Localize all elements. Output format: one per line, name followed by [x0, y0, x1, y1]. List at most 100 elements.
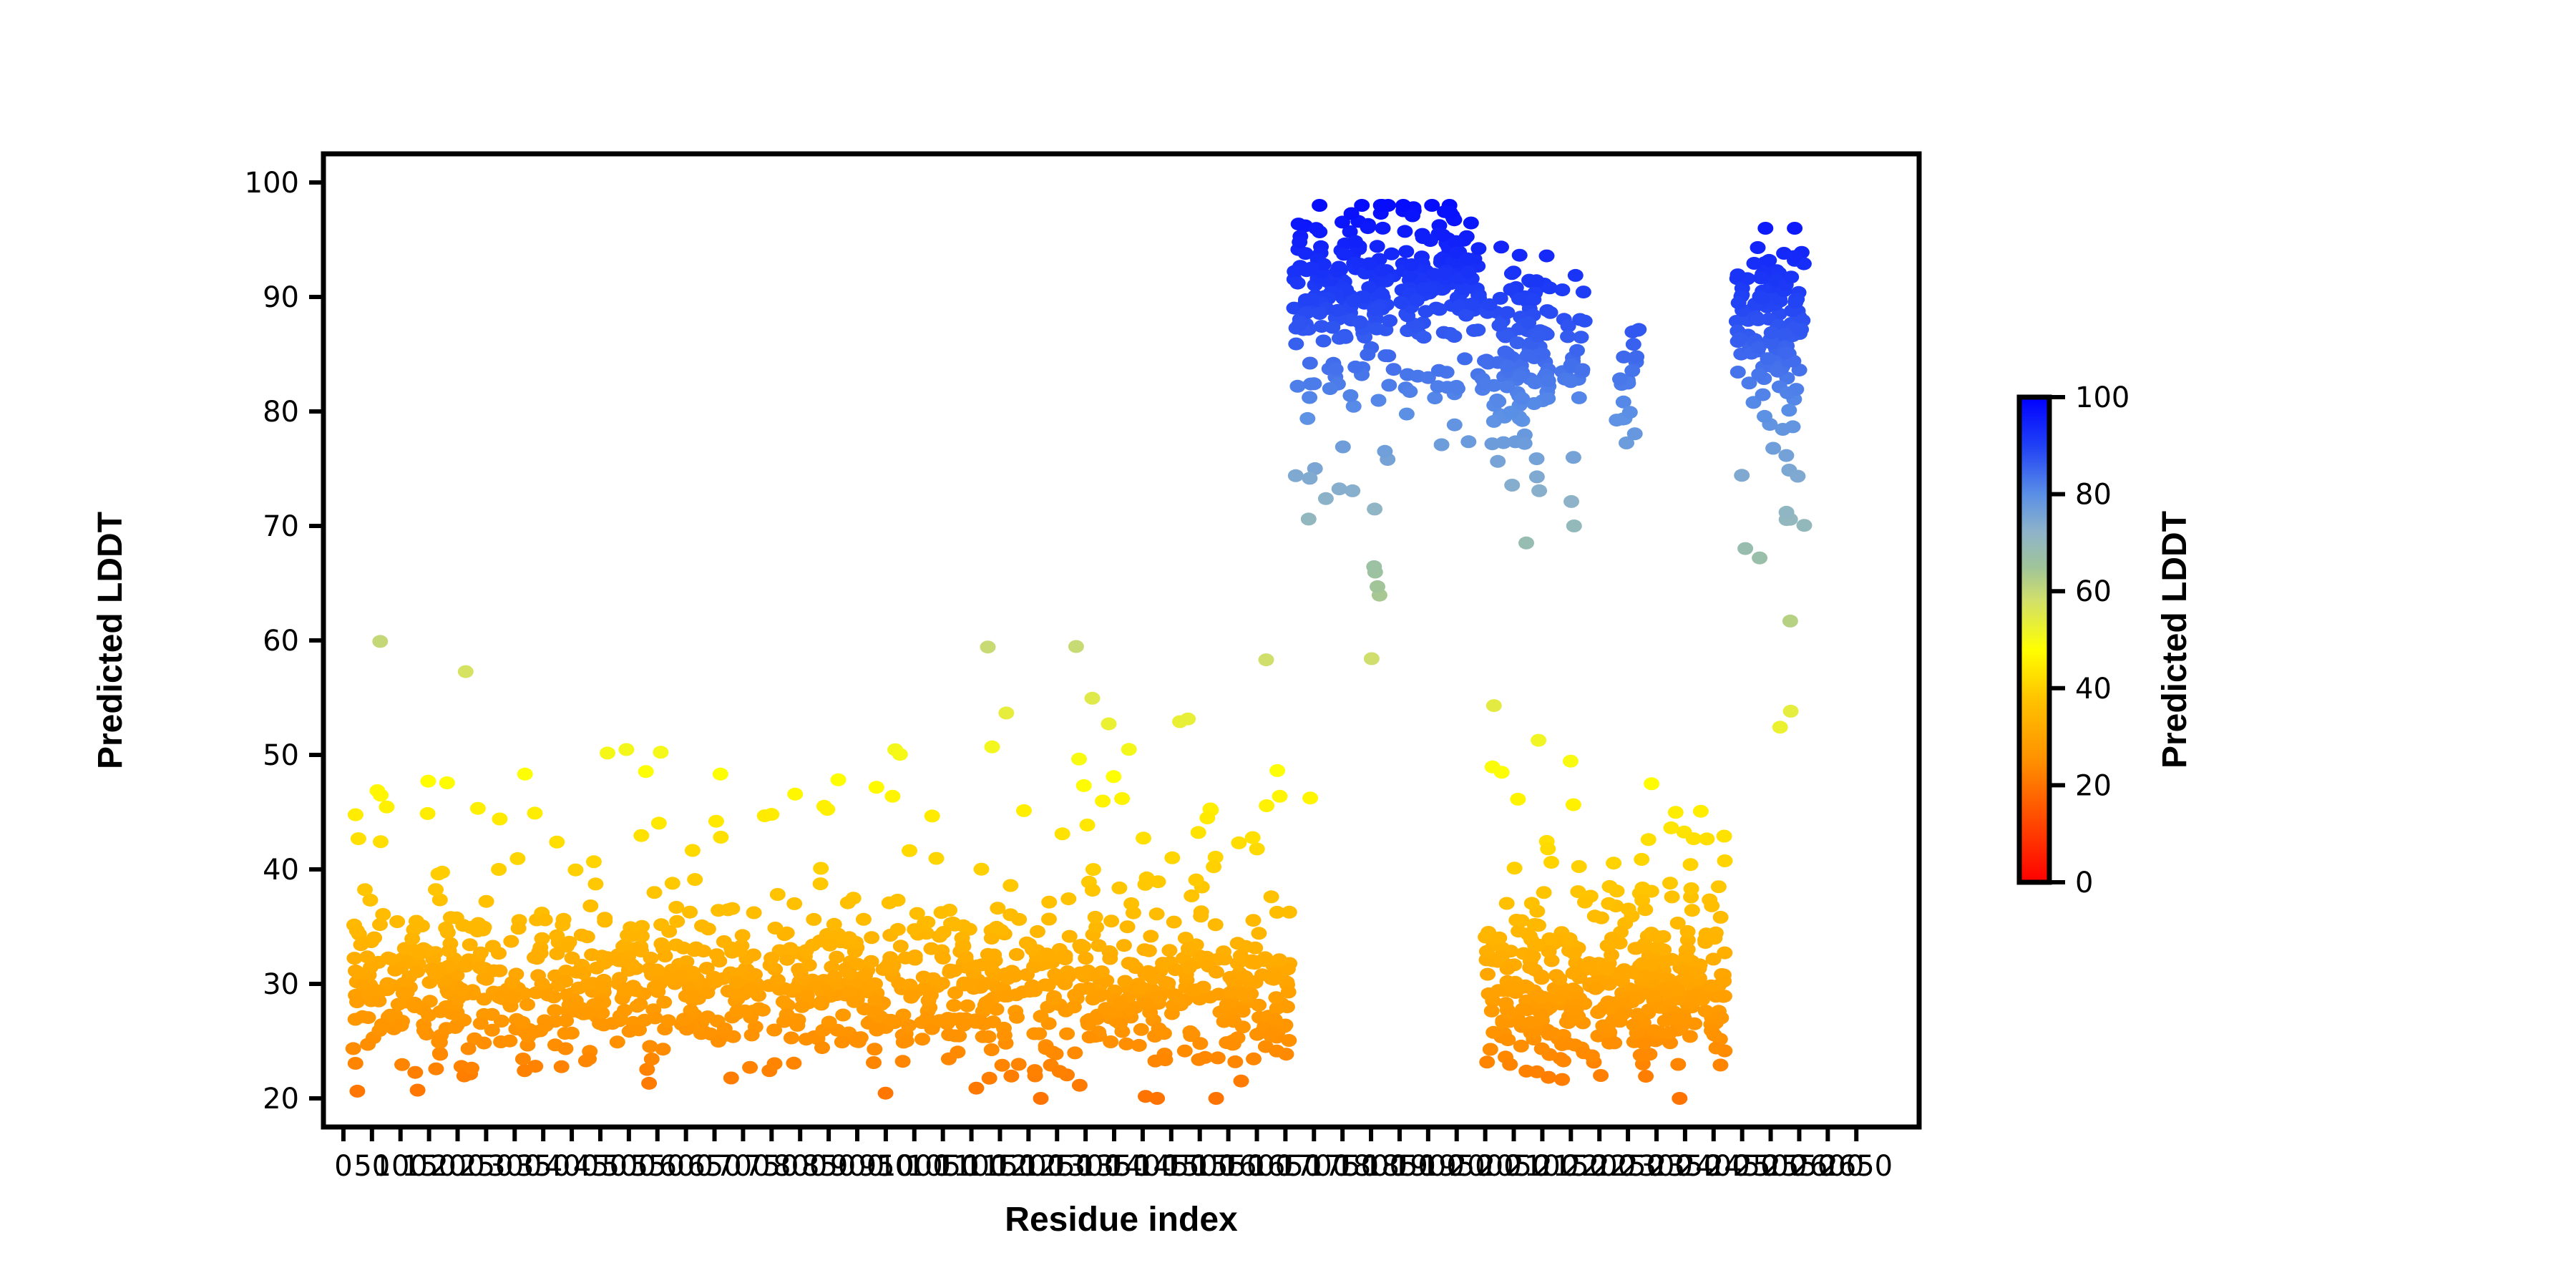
data-point: [1166, 915, 1182, 929]
data-point: [438, 921, 454, 935]
data-point: [1008, 988, 1025, 1002]
data-point: [1760, 352, 1776, 366]
data-point: [372, 635, 389, 648]
data-point: [653, 746, 669, 759]
data-point: [449, 1009, 466, 1023]
data-point: [1712, 1058, 1729, 1072]
data-point: [879, 960, 895, 973]
data-point: [816, 799, 832, 813]
data-point: [1280, 985, 1297, 999]
data-point: [1231, 836, 1247, 849]
data-point: [1143, 930, 1159, 943]
data-point: [549, 947, 565, 960]
data-point: [1728, 315, 1745, 328]
data-point: [1786, 250, 1802, 263]
data-point: [1498, 897, 1515, 910]
data-point: [1667, 806, 1684, 819]
data-point: [1630, 323, 1646, 337]
data-point: [1787, 296, 1804, 309]
data-point: [909, 907, 925, 920]
data-point: [1634, 853, 1650, 866]
data-point: [1470, 242, 1487, 255]
data-point: [798, 944, 814, 957]
data-point: [1234, 1005, 1251, 1018]
colorbar-tick-label: 0: [2075, 867, 2093, 899]
data-point: [1011, 912, 1028, 926]
data-point: [1498, 997, 1514, 1010]
data-point: [1657, 955, 1673, 968]
data-point: [901, 1019, 917, 1033]
data-point: [360, 1038, 376, 1051]
data-point: [1741, 376, 1757, 390]
data-point: [1699, 832, 1715, 846]
data-point: [1137, 967, 1153, 981]
data-point: [540, 988, 556, 1002]
data-point: [1436, 267, 1453, 280]
data-point: [636, 1013, 653, 1027]
data-point: [1734, 469, 1750, 482]
data-point: [990, 902, 1006, 915]
data-point: [1710, 880, 1727, 894]
x-tick-label: 400: [545, 1150, 599, 1183]
x-tick-label: 1050: [907, 1150, 980, 1183]
data-point: [655, 1043, 671, 1056]
data-point: [1302, 472, 1318, 485]
data-point: [441, 944, 457, 957]
data-point: [1629, 1008, 1646, 1021]
colorbar-tick-label: 80: [2075, 479, 2112, 512]
data-point: [404, 932, 421, 945]
data-point: [1460, 435, 1477, 449]
data-point: [1511, 292, 1527, 306]
data-point: [763, 952, 780, 965]
data-point: [690, 992, 706, 1005]
data-point: [1088, 920, 1105, 934]
x-tick-label: 2550: [1763, 1150, 1836, 1183]
data-point: [1087, 910, 1103, 924]
x-tick-label: 2400: [1677, 1150, 1750, 1183]
data-point: [1781, 404, 1797, 417]
data-point: [1782, 614, 1798, 628]
data-point: [867, 1043, 883, 1056]
data-point: [1581, 959, 1598, 972]
data-point: [409, 965, 426, 978]
data-point: [1041, 895, 1058, 909]
data-point: [1521, 273, 1538, 287]
data-point: [1490, 454, 1506, 468]
data-point: [1541, 945, 1557, 958]
data-point: [950, 1045, 966, 1059]
data-point: [1267, 1013, 1283, 1026]
data-point: [1259, 799, 1275, 812]
data-point: [349, 995, 365, 1009]
data-point: [1251, 927, 1267, 940]
data-point: [1448, 235, 1464, 248]
data-point: [375, 908, 391, 921]
data-point: [1038, 947, 1055, 961]
x-axis-title: Residue index: [1005, 1201, 1238, 1239]
data-point: [1206, 860, 1222, 874]
data-point: [1054, 827, 1070, 841]
data-point: [868, 781, 884, 794]
data-point: [1541, 281, 1558, 295]
data-point: [1523, 1015, 1539, 1029]
data-point: [517, 767, 533, 781]
data-point: [1360, 348, 1376, 361]
data-point: [1752, 551, 1768, 565]
data-point: [1047, 967, 1063, 981]
data-point: [728, 987, 745, 1000]
x-tick-label: 550: [630, 1150, 685, 1183]
data-point: [1199, 811, 1216, 824]
data-point: [1335, 440, 1351, 454]
x-tick-label: 1700: [1277, 1150, 1350, 1183]
data-point: [747, 967, 763, 981]
data-point: [462, 938, 478, 952]
x-tick-label: 1900: [1392, 1150, 1465, 1183]
data-point: [982, 959, 999, 972]
colorbar-ticks: 0 20 40 60 80 100: [2049, 381, 2129, 899]
data-point: [891, 977, 907, 990]
x-tick-label: 0: [334, 1150, 352, 1183]
data-point: [660, 1014, 676, 1028]
data-point: [1167, 963, 1184, 977]
data-point: [1757, 409, 1772, 423]
y-tick-label: 70: [263, 510, 299, 543]
data-point: [1737, 542, 1754, 555]
